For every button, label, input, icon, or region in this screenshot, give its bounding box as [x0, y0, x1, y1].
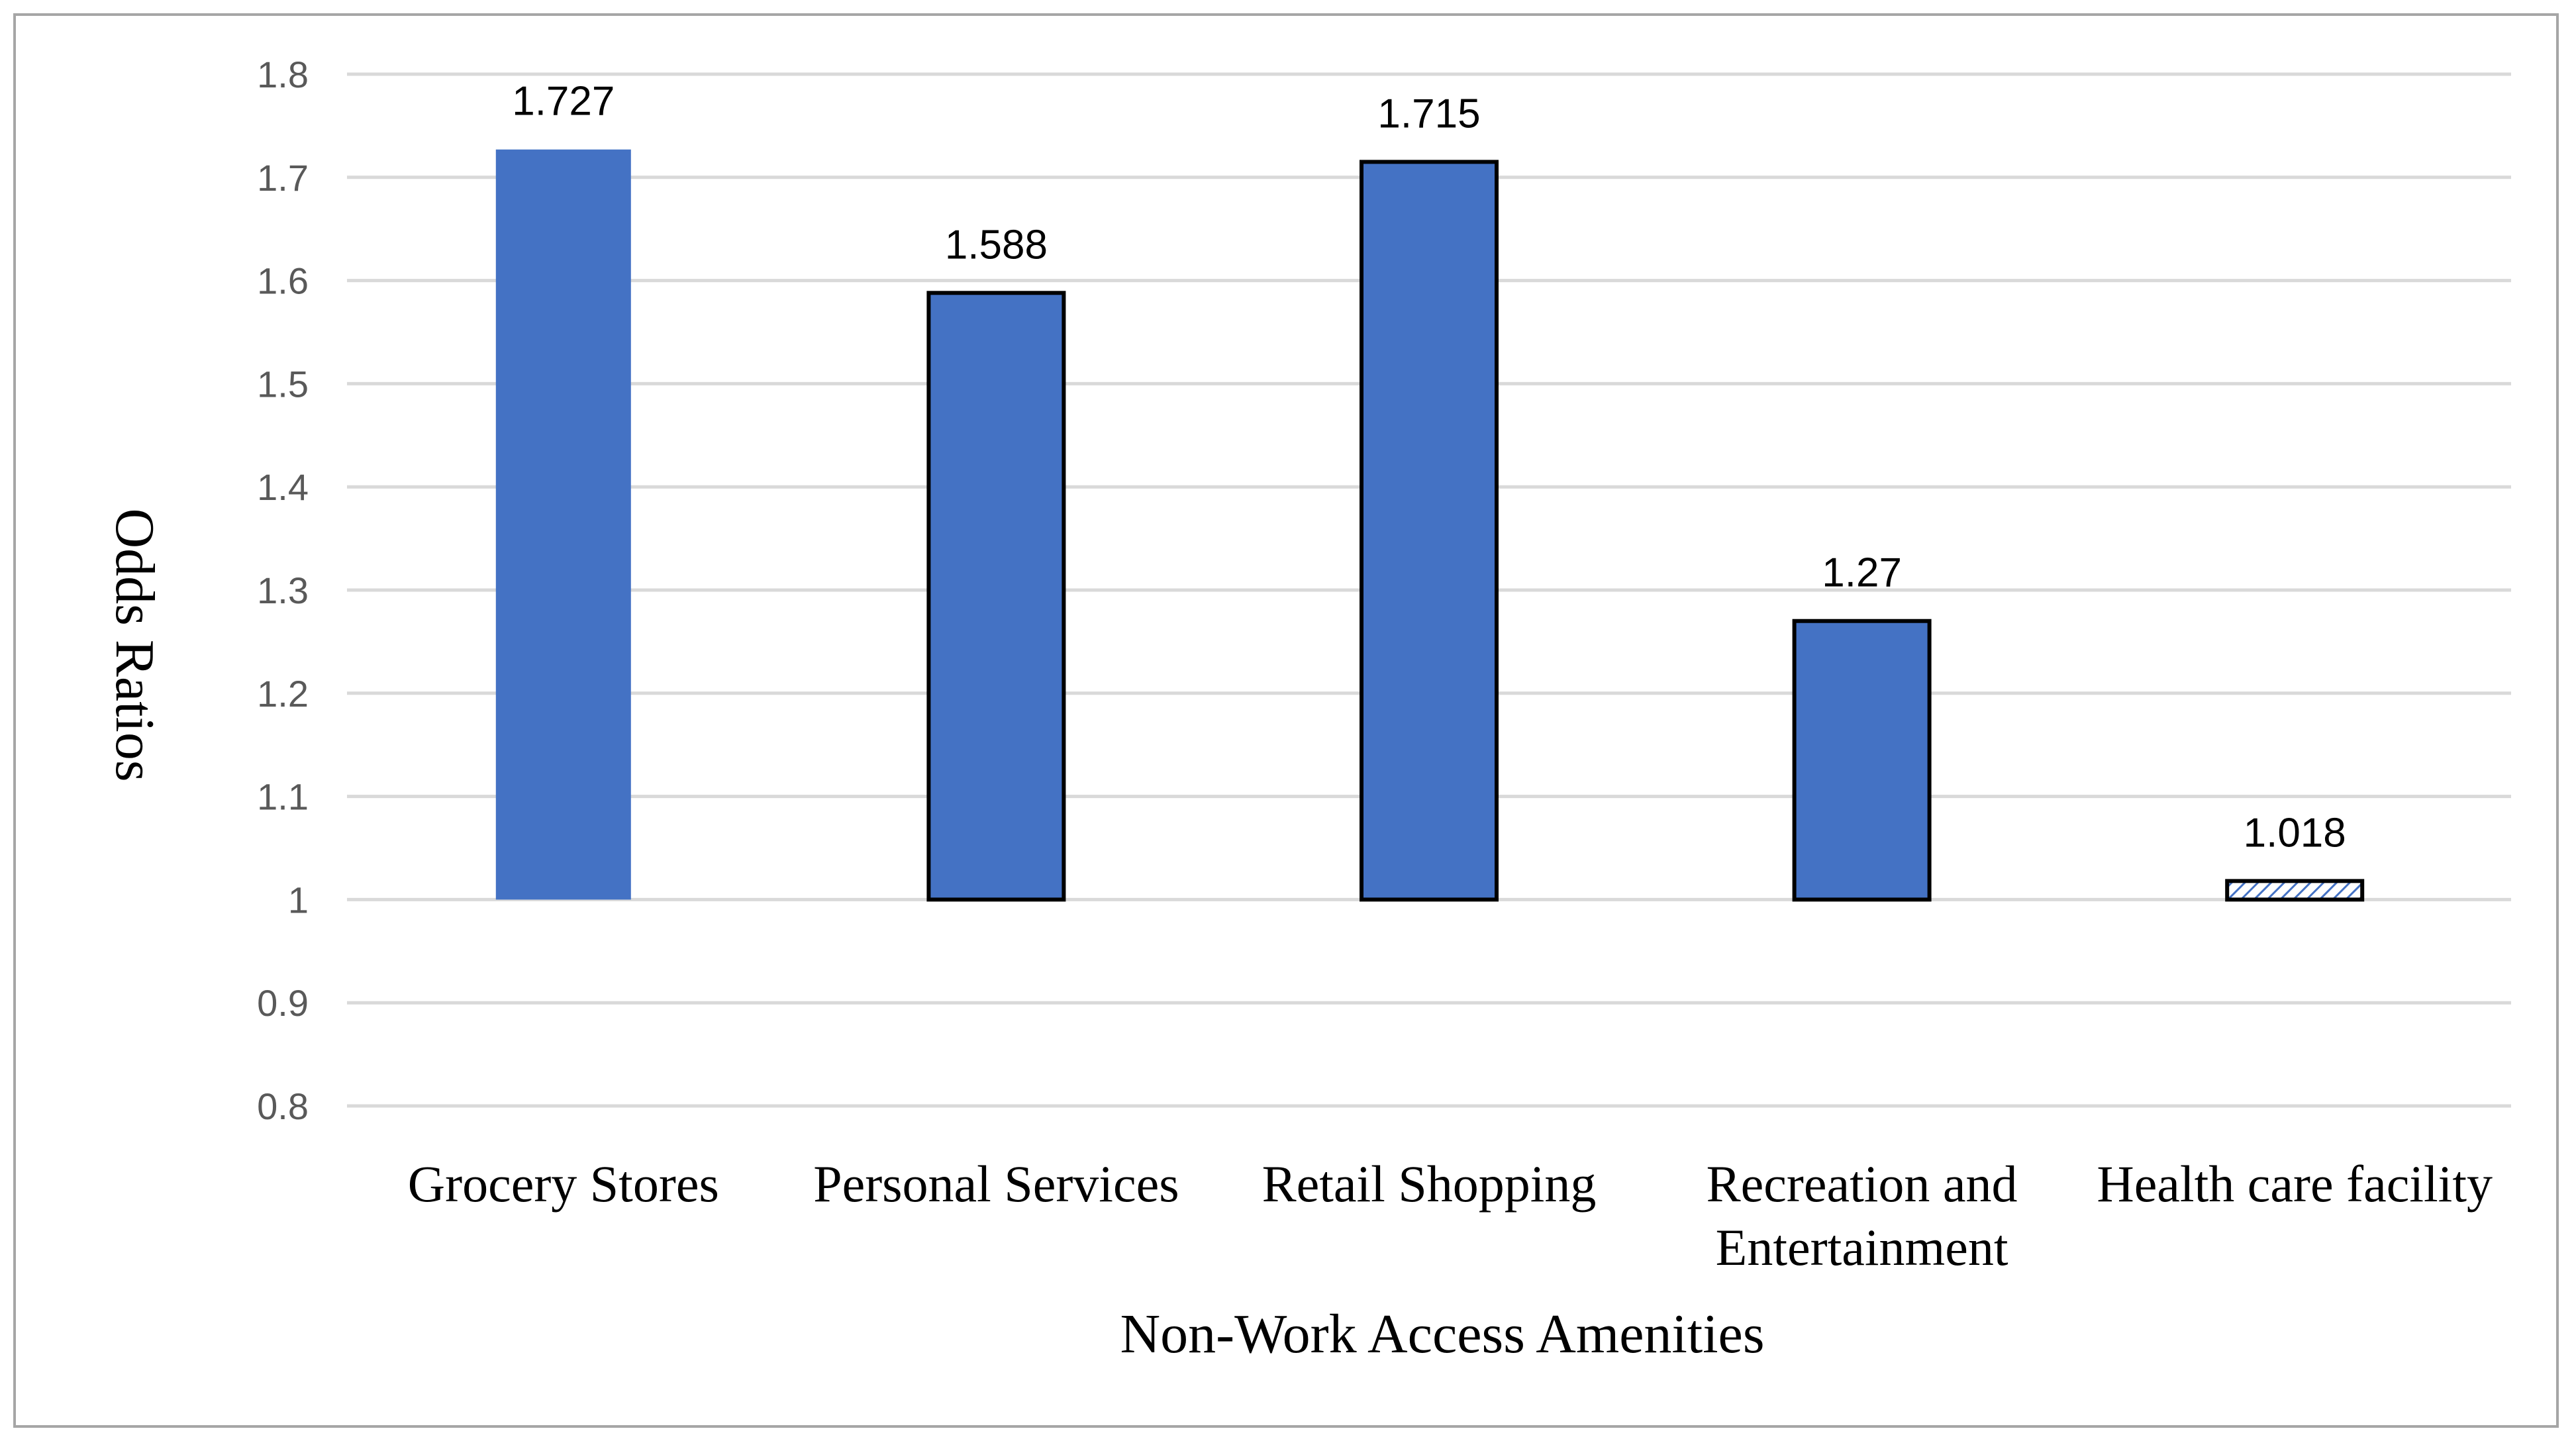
bar [495, 149, 631, 900]
category-label-line: Personal Services [813, 1155, 1179, 1213]
category-label: Health care facility [2097, 1155, 2493, 1213]
category-label: Grocery Stores [408, 1155, 719, 1213]
category-label-line: Health care facility [2097, 1155, 2493, 1213]
bars [495, 149, 2365, 902]
bar [1792, 619, 1932, 902]
bar [926, 291, 1066, 902]
category-label: Personal Services [813, 1155, 1179, 1213]
y-tick-label: 1.3 [257, 570, 309, 611]
x-axis-categories: Grocery Stores Personal Services Retail Sh… [408, 1155, 2493, 1276]
bar [2225, 879, 2365, 902]
data-label: 1.27 [1822, 550, 1902, 596]
category-label-line: Recreation and [1707, 1155, 2018, 1213]
y-tick-label: 1.4 [257, 466, 309, 508]
y-tick-label: 0.8 [257, 1085, 309, 1127]
y-tick-label: 1.1 [257, 776, 309, 818]
data-label: 1.018 [2244, 810, 2346, 856]
y-tick-label: 1.8 [257, 54, 309, 95]
y-tick-label: 1 [288, 879, 309, 921]
category-label-line: Entertainment [1716, 1219, 2008, 1276]
category-label: Recreation and Entertainment [1707, 1155, 2018, 1276]
y-tick-label: 1.5 [257, 363, 309, 405]
y-tick-label: 1.2 [257, 673, 309, 715]
bar [1360, 160, 1499, 902]
y-tick-label: 1.7 [257, 157, 309, 199]
bar-chart: 0.8 0.9 1 1.1 1.2 1.3 1.4 1.5 1.6 1.7 1.8 1.727 1.5… [104, 54, 2511, 1365]
data-label: 1.715 [1377, 91, 1480, 136]
y-tick-label: 0.9 [257, 982, 309, 1024]
data-label: 1.727 [512, 79, 615, 125]
category-label-line: Grocery Stores [408, 1155, 719, 1213]
data-label: 1.588 [945, 222, 1048, 268]
chart-frame: 0.8 0.9 1 1.1 1.2 1.3 1.4 1.5 1.6 1.7 1.8 1.727 1.5… [13, 13, 2559, 1428]
data-labels: 1.727 1.588 1.715 1.27 1.018 [512, 79, 2346, 856]
y-axis-title: Odds Ratios [104, 508, 166, 781]
category-label: Retail Shopping [1262, 1155, 1597, 1213]
x-axis-title: Non-Work Access Amenities [1120, 1303, 1764, 1365]
category-label-line: Retail Shopping [1262, 1155, 1597, 1213]
y-axis-ticks: 0.8 0.9 1 1.1 1.2 1.3 1.4 1.5 1.6 1.7 1.8 [257, 54, 309, 1127]
y-tick-label: 1.6 [257, 260, 309, 302]
